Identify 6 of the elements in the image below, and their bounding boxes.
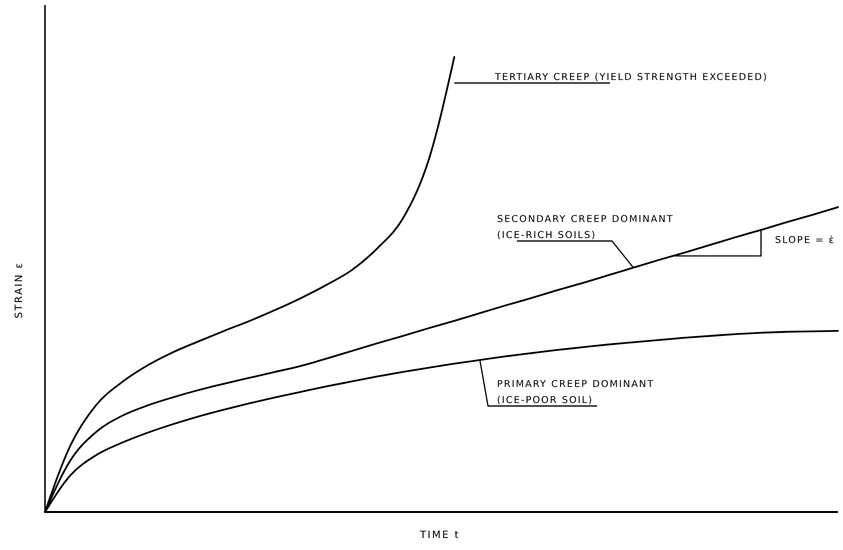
y-axis-title: STRAIN ε bbox=[14, 262, 25, 318]
x-axis-title: TIME t bbox=[418, 530, 460, 541]
annotation: SLOPE = ε̇ bbox=[775, 234, 836, 246]
series-label: SECONDARY CREEP DOMINANT (ICE-RICH SOILS) bbox=[497, 214, 674, 241]
text: PRIMARY CREEP DOMINANT (ICE-POOR SOIL) bbox=[497, 379, 654, 406]
text: TERTIARY CREEP (YIELD STRENGTH EXCEEDED) bbox=[494, 72, 768, 83]
